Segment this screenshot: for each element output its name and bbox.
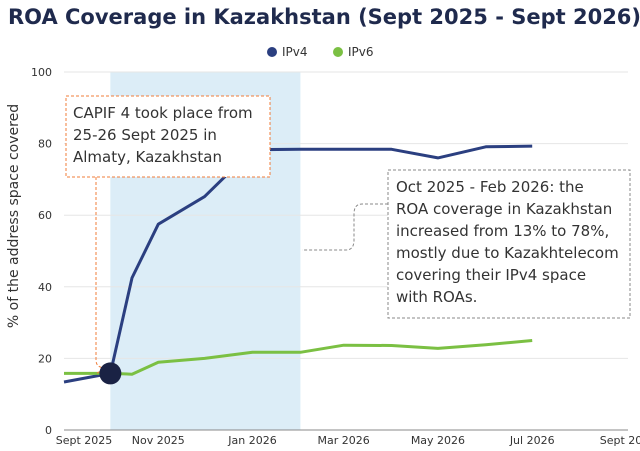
annotation-capif-line: Almaty, Kazakhstan bbox=[73, 148, 222, 166]
legend-swatch-ipv6 bbox=[333, 47, 343, 57]
annotation-growth-line: mostly due to Kazakhtelecom bbox=[396, 244, 619, 262]
annotation-capif-line: CAPIF 4 took place from bbox=[73, 104, 253, 122]
y-axis: 0 20 40 60 80 100 bbox=[31, 66, 52, 437]
series-line-ipv6 bbox=[64, 339, 533, 376]
y-axis-label: % of the address space covered bbox=[6, 104, 22, 328]
y-tick-label: 20 bbox=[38, 352, 52, 365]
x-tick-label: Sept 2026 bbox=[600, 434, 640, 447]
grid-layer bbox=[64, 71, 628, 431]
x-tick-label: Sept 2025 bbox=[56, 434, 113, 447]
y-tick-label: 60 bbox=[38, 209, 52, 222]
annotation-box-growth bbox=[387, 169, 631, 319]
x-tick-label: Mar 2026 bbox=[318, 434, 370, 447]
x-tick-label: Jul 2026 bbox=[509, 434, 555, 447]
x-tick-label: May 2026 bbox=[411, 434, 465, 447]
x-tick-label: Jan 2026 bbox=[227, 434, 276, 447]
annotation-growth-line: ROA coverage in Kazakhstan bbox=[396, 200, 612, 218]
legend-swatch-ipv4 bbox=[267, 47, 277, 57]
y-tick-label: 80 bbox=[38, 138, 52, 151]
legend: IPv4 IPv6 bbox=[267, 45, 374, 59]
x-tick-label: Nov 2025 bbox=[132, 434, 185, 447]
event-marker bbox=[99, 362, 122, 385]
chart-title: ROA Coverage in Kazakhstan (Sept 2025 - … bbox=[8, 5, 640, 29]
series-line-ipv4 bbox=[63, 144, 533, 384]
annotation-growth-line: Oct 2025 - Feb 2026: the bbox=[396, 178, 584, 196]
x-axis: Sept 2025 Nov 2025 Jan 2026 Mar 2026 May 202… bbox=[56, 434, 640, 447]
marker-layer bbox=[99, 362, 122, 385]
legend-label-ipv4: IPv4 bbox=[282, 45, 308, 59]
annotation-layer: CAPIF 4 took place from 25-26 Sept 2025 i… bbox=[65, 95, 631, 374]
annotation-growth-line: covering their IPv4 space bbox=[396, 266, 586, 284]
y-tick-label: 0 bbox=[45, 424, 52, 437]
y-tick-label: 40 bbox=[38, 281, 52, 294]
legend-label-ipv6: IPv6 bbox=[348, 45, 374, 59]
annotation-connector-capif bbox=[95, 177, 108, 374]
annotation-growth-line: increased from 13% to 78%, bbox=[396, 222, 609, 240]
series-layer bbox=[63, 144, 533, 384]
annotation-connector-growth bbox=[302, 203, 388, 251]
annotation-capif-line: 25-26 Sept 2025 in bbox=[73, 126, 217, 144]
annotation-box-capif bbox=[65, 95, 271, 178]
annotation-growth-line: with ROAs. bbox=[396, 288, 477, 306]
y-tick-label: 100 bbox=[31, 66, 52, 79]
